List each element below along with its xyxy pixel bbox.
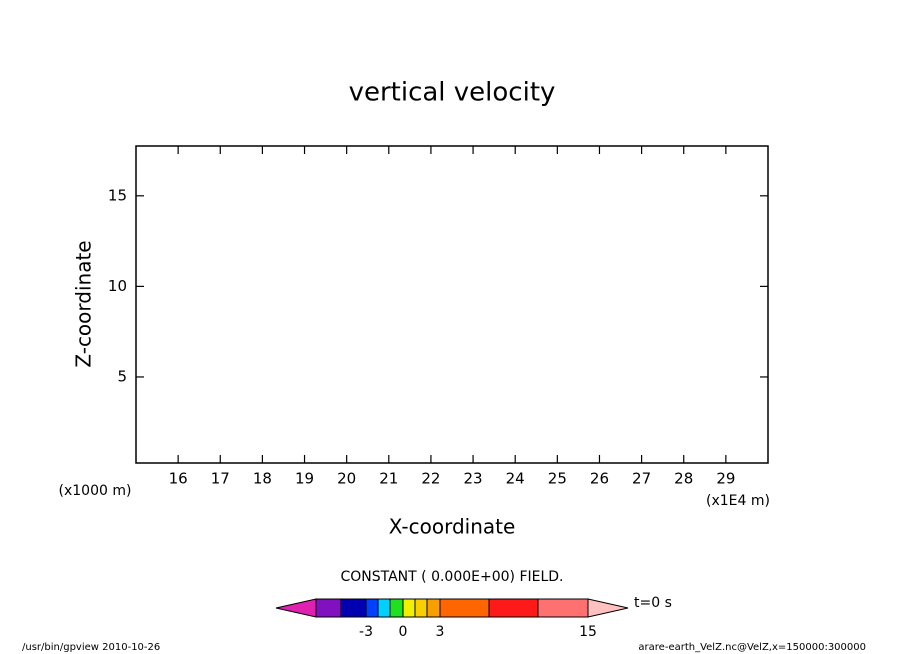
colorbar-box [414,598,428,618]
x-tick-label: 17 [211,470,230,488]
x-tick-label: 22 [421,470,440,488]
colorbar-box [377,598,391,618]
footer-right: arare-earth_VelZ.nc@VelZ,x=150000:300000 [638,642,866,653]
colorbar-tick-label: 15 [579,624,597,640]
colorbar-tick-label: -3 [359,624,373,640]
y-tick-label: 10 [108,277,127,295]
x-unit: (x1E4 m) [706,493,770,509]
colorbar-tick-label: 0 [399,624,408,640]
y-tick-label: 5 [117,367,127,385]
x-tick-label: 26 [590,470,609,488]
x-tick-label: 16 [169,470,188,488]
colorbar-extend [587,598,629,618]
colorbar-box [402,598,416,618]
colorbar-extend [275,598,317,618]
colorbar-box [340,598,367,618]
colorbar-box [537,598,589,618]
footer-left: /usr/bin/gpview 2010-10-26 [22,642,160,653]
x-tick-label: 23 [464,470,483,488]
colorbar-box [315,598,342,618]
x-tick-label: 29 [716,470,735,488]
x-tick-label: 18 [253,470,272,488]
y-tick-label: 15 [108,186,127,204]
time-label: t=0 s [634,595,672,611]
colorbar-tick-label: 3 [436,624,445,640]
x-tick-label: 20 [337,470,356,488]
y-axis-label: Z-coordinate [72,240,96,367]
x-tick-label: 25 [548,470,567,488]
x-axis-label: X-coordinate [389,515,516,539]
colorbar-box [439,598,490,618]
x-tick-label: 28 [674,470,693,488]
plot-frame [135,145,769,464]
colorbar-box [389,598,404,618]
x-tick-label: 24 [506,470,525,488]
x-tick-label: 19 [295,470,314,488]
colorbar-box [426,598,441,618]
field-message: CONSTANT ( 0.000E+00) FIELD. [340,569,563,585]
colorbar-box [488,598,539,618]
x-tick-label: 27 [632,470,651,488]
chart-title: vertical velocity [349,78,556,108]
colorbar-box [365,598,379,618]
x-tick-label: 21 [379,470,398,488]
y-unit: (x1000 m) [59,483,132,499]
